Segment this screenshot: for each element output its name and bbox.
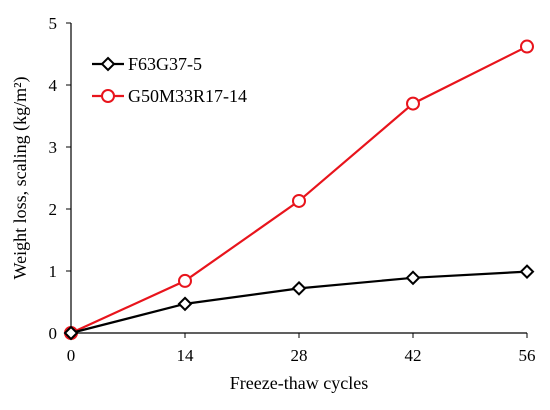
legend: F63G37-5 G50M33R17-14 [92, 54, 247, 106]
series-G50M33R17-14 [64, 39, 534, 340]
y-tick-label: 4 [49, 76, 58, 95]
x-tick-label: 0 [67, 346, 76, 365]
data-point [291, 280, 307, 296]
y-tick-label: 1 [49, 262, 58, 281]
data-point [177, 296, 193, 312]
x-axis-title: Freeze-thaw cycles [230, 373, 368, 393]
y-tick-label: 2 [49, 200, 58, 219]
series-layer [63, 39, 535, 341]
legend-item: G50M33R17-14 [92, 86, 247, 106]
legend-label: G50M33R17-14 [128, 86, 247, 106]
y-tick-label: 0 [49, 324, 58, 343]
x-tick-label: 56 [519, 346, 536, 365]
data-point [63, 325, 79, 341]
data-point [292, 193, 306, 208]
data-point [519, 264, 535, 280]
y-tick-label: 5 [49, 14, 58, 33]
y-axis-title: Weight loss, scaling (kg/m²) [10, 77, 31, 280]
ticks: 0 1 2 3 4 5 0 14 28 42 56 [49, 14, 536, 365]
data-point [405, 270, 421, 286]
x-tick-label: 14 [177, 346, 195, 365]
legend-marker [101, 89, 115, 103]
x-tick-label: 28 [291, 346, 308, 365]
legend-item: F63G37-5 [92, 54, 202, 74]
x-tick-label: 42 [405, 346, 422, 365]
y-tick-label: 3 [49, 138, 58, 157]
data-point [520, 39, 534, 54]
data-point [178, 273, 192, 288]
legend-marker [100, 56, 116, 72]
data-point [406, 96, 420, 111]
series-F63G37-5 [63, 264, 535, 341]
legend-label: F63G37-5 [128, 54, 202, 74]
